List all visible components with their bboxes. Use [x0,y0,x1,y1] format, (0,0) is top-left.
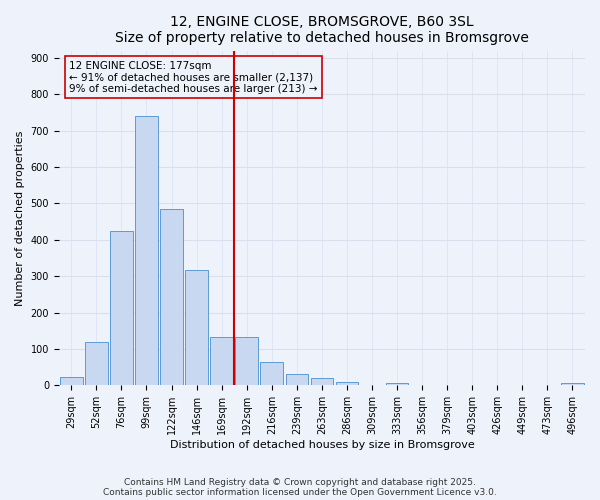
Bar [235,338,258,386]
Bar [110,230,133,386]
Bar [561,383,584,386]
Bar [286,374,308,386]
Bar [60,378,83,386]
Bar [85,342,107,386]
Bar [386,383,409,386]
Bar [185,270,208,386]
Text: Contains HM Land Registry data © Crown copyright and database right 2025.
Contai: Contains HM Land Registry data © Crown c… [103,478,497,497]
Bar [160,209,183,386]
Bar [211,338,233,386]
Bar [335,382,358,386]
Bar [260,362,283,386]
X-axis label: Distribution of detached houses by size in Bromsgrove: Distribution of detached houses by size … [170,440,474,450]
Bar [135,116,158,386]
Bar [311,378,333,386]
Text: 12 ENGINE CLOSE: 177sqm
← 91% of detached houses are smaller (2,137)
9% of semi-: 12 ENGINE CLOSE: 177sqm ← 91% of detache… [70,60,318,94]
Title: 12, ENGINE CLOSE, BROMSGROVE, B60 3SL
Size of property relative to detached hous: 12, ENGINE CLOSE, BROMSGROVE, B60 3SL Si… [115,15,529,45]
Y-axis label: Number of detached properties: Number of detached properties [15,130,25,306]
